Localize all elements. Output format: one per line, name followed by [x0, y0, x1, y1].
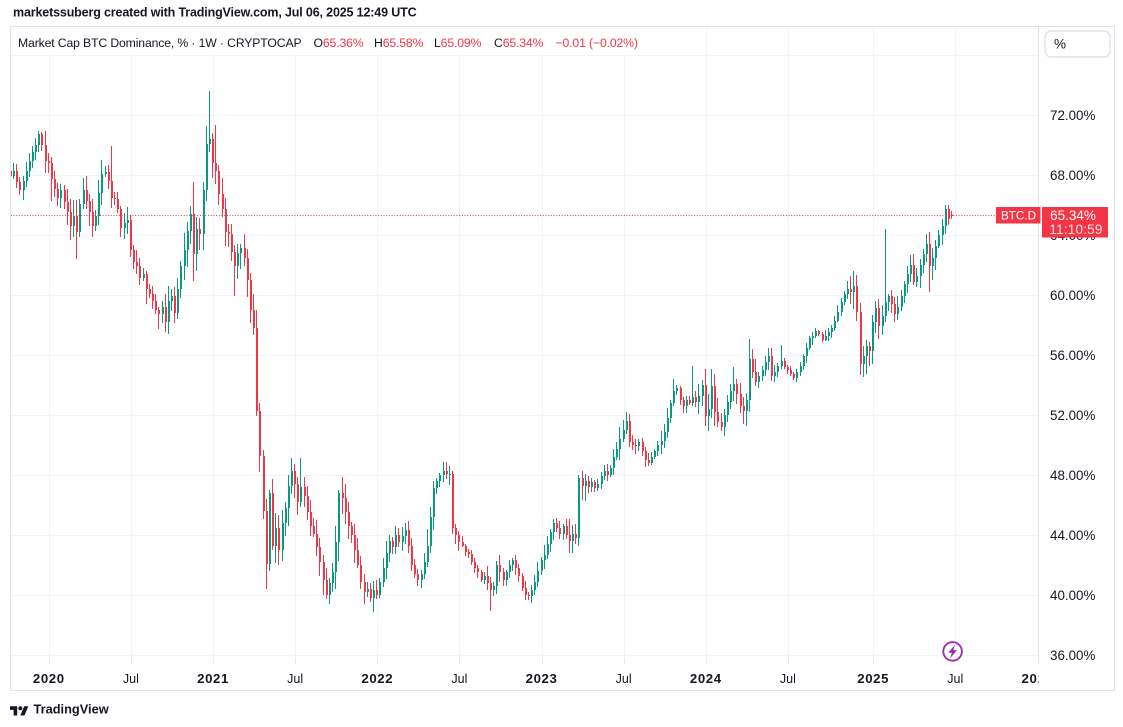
svg-text:40.00%: 40.00% [1050, 588, 1096, 603]
svg-text:68.00%: 68.00% [1050, 168, 1096, 183]
svg-text:11:10:59: 11:10:59 [1049, 222, 1102, 237]
svg-text:56.00%: 56.00% [1050, 348, 1096, 363]
svg-text:72.00%: 72.00% [1050, 108, 1096, 123]
svg-text:2026: 2026 [1022, 671, 1054, 686]
svg-text:TradingView: TradingView [34, 702, 109, 717]
svg-text:36.00%: 36.00% [1050, 648, 1096, 663]
svg-text:2024: 2024 [690, 671, 722, 686]
svg-text:Jul: Jul [451, 672, 467, 686]
svg-text:48.00%: 48.00% [1050, 468, 1096, 483]
svg-text:52.00%: 52.00% [1050, 408, 1096, 423]
svg-text:2023: 2023 [526, 671, 558, 686]
svg-text:Jul: Jul [616, 672, 632, 686]
svg-text:65.34%: 65.34% [1050, 208, 1096, 223]
svg-text:2020: 2020 [33, 671, 65, 686]
svg-text:marketssuberg created with Tra: marketssuberg created with TradingView.c… [13, 6, 417, 20]
svg-text:%: % [1054, 37, 1066, 52]
svg-text:2025: 2025 [857, 671, 889, 686]
svg-text:Jul: Jul [780, 672, 796, 686]
svg-text:BTC.D: BTC.D [1001, 210, 1036, 223]
svg-text:Jul: Jul [123, 672, 139, 686]
svg-text:44.00%: 44.00% [1050, 528, 1096, 543]
svg-text:2021: 2021 [197, 671, 229, 686]
svg-text:2022: 2022 [361, 671, 393, 686]
svg-text:Jul: Jul [947, 672, 963, 686]
svg-text:Jul: Jul [287, 672, 303, 686]
svg-text:60.00%: 60.00% [1050, 288, 1096, 303]
